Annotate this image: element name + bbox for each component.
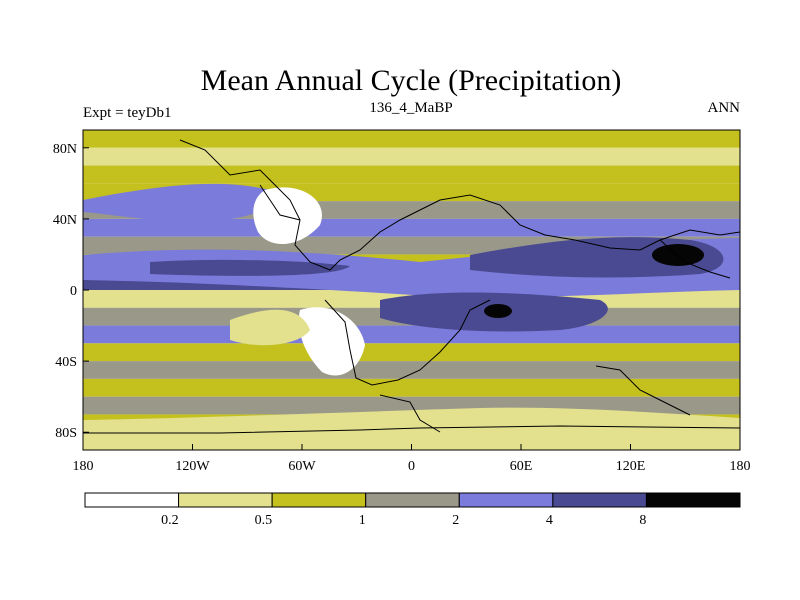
colorbar-label: 8 [639,513,646,528]
colorbar-swatch [84,492,180,508]
continent-outlines [83,139,740,434]
latitude-band [83,361,740,379]
latitude-band [83,218,740,237]
latitude-band [83,325,740,344]
colorbar-label: 4 [546,513,553,528]
y-axis: 80N 40N 0 40S 80S [53,142,89,441]
max-precip-east [652,244,704,266]
colorbar-swatch [552,492,647,508]
colorbar-label: 2 [452,513,459,528]
latitude-band [83,378,740,397]
x-tick-label: 180 [730,459,751,474]
map-area [83,130,740,450]
latitude-band [83,343,740,362]
colorbar-label: 0.5 [255,513,273,528]
x-tick-label: 60W [288,459,316,474]
season-label: ANN [708,100,741,116]
latitude-band [83,130,740,148]
x-tick-label: 120E [616,459,646,474]
y-tick-label: 0 [70,284,77,299]
y-tick-label: 40S [55,355,77,370]
colorbar-label: 0.2 [161,513,179,528]
latitude-band [83,165,740,184]
central-pacific-wet-band [150,259,350,276]
dry-subtropics-south [298,307,365,376]
latitude-band [83,147,740,166]
high-latitude-dry-band [83,407,740,440]
dry-subtropics-margin [230,309,310,346]
x-axis: 180 120W 60W 0 60E 120E 180 [73,444,751,474]
x-tick-label: 180 [73,459,94,474]
northern-storm-track [83,183,276,222]
colorbar-swatch [645,492,741,508]
colorbar-swatch [178,492,273,508]
period-label: 136_4_MaBP [369,100,452,116]
precipitation-features [83,183,740,440]
y-tick-label: 80N [53,142,77,157]
x-tick-label: 120W [175,459,210,474]
colorbar-swatch [458,492,554,508]
x-tick-label: 0 [408,459,415,474]
x-tick-label: 60E [510,459,533,474]
experiment-label: Expt = teyDb1 [83,105,171,121]
colorbar-swatch [365,492,460,508]
max-precip-south [484,304,512,318]
chart-title: Mean Annual Cycle (Precipitation) [201,64,622,97]
colorbar-swatch [271,492,367,508]
y-tick-label: 40N [53,213,77,228]
colorbar: 0.2 0.5 1 2 4 8 [84,492,741,528]
y-tick-label: 80S [55,426,77,441]
colorbar-label: 1 [359,513,366,528]
